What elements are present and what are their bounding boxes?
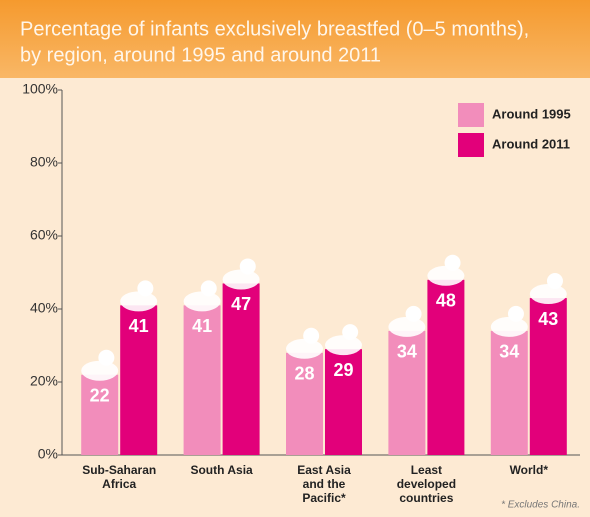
x-tick-label: Sub-Saharan Africa	[82, 463, 157, 491]
title-band	[0, 0, 590, 78]
bar	[325, 349, 362, 455]
y-tick-label: 60%	[30, 227, 58, 243]
value-label: 48	[436, 291, 456, 311]
baby-icon	[286, 338, 323, 359]
baby-icon	[137, 280, 154, 297]
value-label: 29	[333, 360, 353, 380]
bar	[120, 305, 158, 455]
baby-icon	[388, 316, 426, 337]
x-tick-label: East Asia and the Pacific*	[297, 463, 351, 505]
bar	[286, 352, 323, 455]
x-tick-label: Least developed countries	[396, 463, 457, 505]
x-tick-label: South Asia	[190, 463, 253, 477]
value-label: 34	[499, 342, 519, 362]
legend-label: Around 1995	[492, 106, 571, 121]
baby-icon	[200, 280, 217, 297]
value-label: 41	[192, 316, 212, 336]
chart-title: Percentage of infants exclusively breast…	[20, 18, 529, 40]
bar	[388, 330, 426, 455]
bar	[222, 283, 260, 455]
value-label: 22	[90, 385, 110, 405]
legend-swatch	[458, 133, 484, 157]
chart-subtitle: by region, around 1995 and around 2011	[20, 44, 381, 66]
bar	[81, 374, 119, 455]
baby-icon	[507, 305, 524, 322]
baby-icon	[325, 335, 362, 356]
value-label: 47	[231, 294, 251, 314]
baby-icon	[405, 305, 422, 322]
baby-icon	[342, 324, 359, 341]
legend-label: Around 2011	[492, 136, 570, 151]
baby-icon	[239, 258, 256, 275]
bar	[490, 330, 528, 455]
y-tick-label: 100%	[22, 81, 58, 97]
baby-icon	[427, 265, 465, 286]
legend-swatch	[458, 103, 484, 127]
footnote: * Excludes China.	[501, 500, 580, 511]
value-label: 34	[397, 342, 417, 362]
value-label: 43	[538, 309, 558, 329]
baby-icon	[444, 254, 461, 271]
baby-icon	[529, 284, 567, 305]
baby-icon	[546, 273, 563, 290]
value-label: 41	[129, 316, 149, 336]
bar	[183, 305, 221, 455]
baby-icon	[490, 316, 528, 337]
y-tick-label: 0%	[38, 446, 58, 462]
baby-icon	[120, 291, 158, 312]
baby-icon	[222, 269, 260, 290]
y-tick-label: 80%	[30, 154, 58, 170]
baby-icon	[98, 349, 115, 366]
bar	[529, 298, 567, 455]
value-label: 28	[294, 364, 314, 384]
baby-icon	[183, 291, 221, 312]
baby-icon	[81, 360, 119, 381]
y-tick-label: 40%	[30, 300, 58, 316]
bar	[427, 279, 465, 455]
x-tick-label: World*	[509, 463, 549, 477]
y-tick-label: 20%	[30, 373, 58, 389]
baby-icon	[303, 327, 320, 344]
